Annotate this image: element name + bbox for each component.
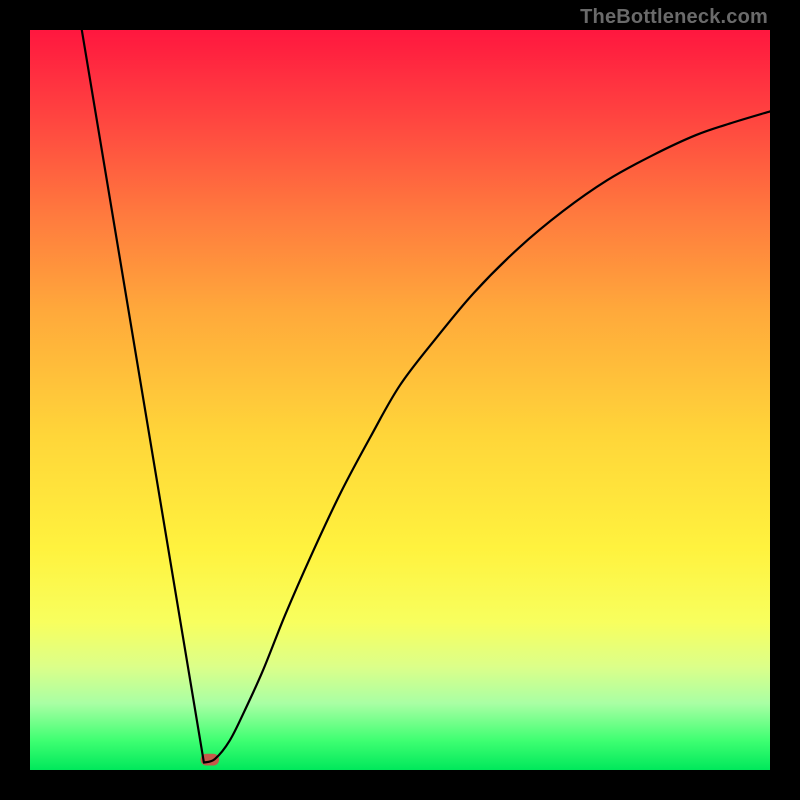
site-watermark: TheBottleneck.com	[580, 6, 768, 29]
chart-frame: TheBottleneck.com	[0, 0, 800, 800]
curve-path	[82, 30, 770, 763]
plot-area	[30, 30, 770, 770]
bottleneck-curve	[30, 30, 770, 770]
